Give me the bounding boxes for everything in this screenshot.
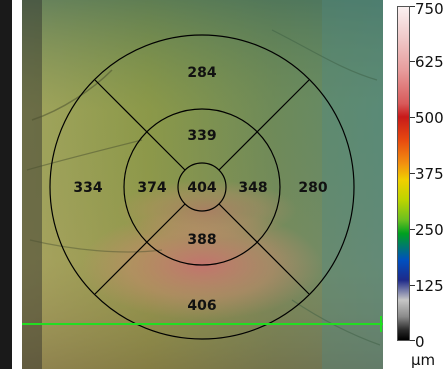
scale-label-0: 0 <box>415 333 425 351</box>
sector-value-inner-nasal: 374 <box>137 180 166 196</box>
sector-value-outer-inferior: 406 <box>187 298 216 314</box>
vessel <box>29 239 163 253</box>
sector-value-outer-nasal: 334 <box>73 180 102 196</box>
vessel <box>291 299 381 346</box>
scale-tick <box>410 6 415 7</box>
adjacent-image-strip <box>0 0 12 369</box>
scale-label-125: 125 <box>415 277 444 295</box>
outer-ring <box>49 34 355 340</box>
sector-value-outer-superior: 284 <box>187 65 216 81</box>
scale-tick <box>410 117 415 118</box>
inner-ring <box>123 108 281 266</box>
sector-value-center: 404 <box>187 180 216 196</box>
vessel <box>31 69 113 121</box>
vessel <box>271 29 378 81</box>
scale-unit-label: µm <box>411 351 436 369</box>
sector-value-inner-inferior: 388 <box>187 232 216 248</box>
scale-label-500: 500 <box>415 109 444 127</box>
thickness-color-scale <box>397 6 410 341</box>
scale-label-750: 750 <box>415 0 444 18</box>
scale-tick <box>410 229 415 230</box>
sector-value-outer-temporal: 280 <box>298 180 327 196</box>
temporal-shade <box>322 0 383 369</box>
sector-divider <box>218 203 310 295</box>
sector-value-inner-temporal: 348 <box>238 180 267 196</box>
scale-label-250: 250 <box>415 221 444 239</box>
image-gap <box>12 0 22 369</box>
center-ring <box>177 162 227 212</box>
vessel <box>26 139 143 171</box>
scale-tick <box>410 173 415 174</box>
scale-label-375: 375 <box>415 165 444 183</box>
sector-divider <box>94 203 186 295</box>
sector-divider <box>218 79 310 171</box>
scale-tick <box>410 340 415 341</box>
scale-label-625: 625 <box>415 53 444 71</box>
scale-tick <box>410 285 415 286</box>
thickness-map-svg: 404 339 374 348 388 284 334 280 406 <box>22 0 383 369</box>
sector-divider <box>94 79 186 171</box>
scale-tick <box>410 61 415 62</box>
thickness-map[interactable]: 404 339 374 348 388 284 334 280 406 <box>22 0 383 369</box>
nasal-edge-shade <box>22 0 42 369</box>
sector-value-inner-superior: 339 <box>187 128 216 144</box>
